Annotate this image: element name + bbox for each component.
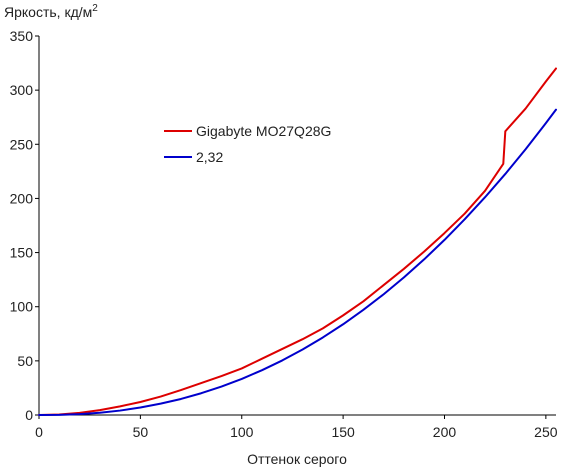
x-tick-label: 0 bbox=[35, 424, 43, 440]
x-tick-label: 200 bbox=[433, 424, 457, 440]
x-axis-title: Оттенок серого bbox=[247, 451, 347, 467]
series-line-gigabyte bbox=[38, 67, 557, 416]
y-tick-label: 0 bbox=[25, 407, 33, 423]
x-ticks: 0 50 100 150 200 250 bbox=[35, 415, 558, 440]
x-tick-label: 150 bbox=[331, 424, 355, 440]
x-tick-label: 250 bbox=[534, 424, 558, 440]
y-ticks: 0 50 100 150 200 250 300 350 bbox=[10, 28, 39, 423]
x-tick-label: 50 bbox=[133, 424, 149, 440]
legend-label-gigabyte: Gigabyte MO27Q28G bbox=[196, 123, 331, 139]
x-tick-label: 100 bbox=[230, 424, 254, 440]
y-tick-label: 100 bbox=[10, 299, 34, 315]
y-tick-label: 250 bbox=[10, 136, 34, 152]
y-tick-label: 50 bbox=[17, 353, 33, 369]
y-tick-label: 300 bbox=[10, 82, 34, 98]
legend: Gigabyte MO27Q28G 2,32 bbox=[164, 123, 331, 165]
y-tick-label: 150 bbox=[10, 245, 34, 261]
y-axis-title: Яркость, кд/м2 bbox=[4, 3, 98, 20]
y-axis-title-text: Яркость, кд/м bbox=[4, 4, 92, 20]
series-layer bbox=[38, 67, 557, 416]
series-line-gamma bbox=[38, 108, 557, 416]
axes bbox=[38, 36, 556, 416]
y-axis-title-superscript: 2 bbox=[92, 3, 98, 14]
y-tick-label: 350 bbox=[10, 28, 34, 44]
y-tick-label: 200 bbox=[10, 190, 34, 206]
legend-label-gamma: 2,32 bbox=[196, 149, 223, 165]
